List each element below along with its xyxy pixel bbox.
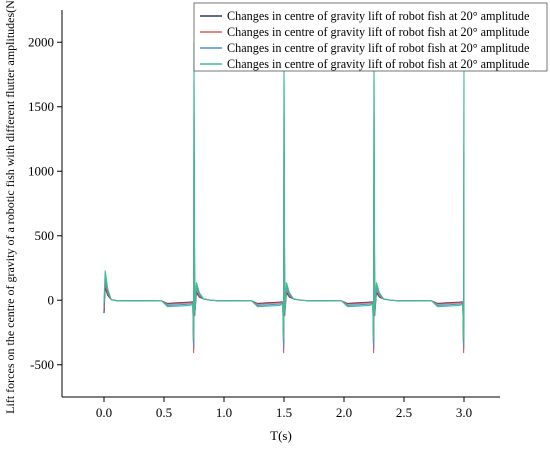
legend: Changes in centre of gravity lift of rob… [193,2,548,72]
y-tick-label: 500 [35,228,55,243]
y-tick-label: -500 [30,357,54,372]
legend-label-3: Changes in centre of gravity lift of rob… [227,41,529,55]
legend-box [193,2,548,72]
x-tick-label: 1.0 [216,405,232,420]
y-tick-label: 1500 [28,99,54,114]
series-line-4 [103,42,465,339]
x-tick-layer: 0.0 0.5 1.0 1.5 2.0 2.5 3.0 [96,397,472,420]
x-tick-label: 2.5 [396,405,412,420]
x-tick-label: 0.5 [156,405,172,420]
x-tick-label: 1.5 [276,405,292,420]
y-axis-label: Lift forces on the centre of gravity of … [3,0,17,414]
y-tick-label: 0 [48,292,55,307]
x-axis-label: T(s) [270,428,292,443]
legend-label-2: Changes in centre of gravity lift of rob… [227,25,529,39]
x-tick-label: 0.0 [96,405,112,420]
x-tick-label: 2.0 [336,405,352,420]
y-tick-label: 1000 [28,163,54,178]
legend-label-1: Changes in centre of gravity lift of rob… [227,9,529,23]
legend-label-4: Changes in centre of gravity lift of rob… [227,57,529,71]
y-tick-label: 2000 [28,34,54,49]
y-tick-layer: -500 0 500 1000 1500 2000 [28,34,62,372]
axes-layer [61,10,500,398]
series-layer [103,42,465,354]
x-tick-label: 3.0 [456,405,472,420]
